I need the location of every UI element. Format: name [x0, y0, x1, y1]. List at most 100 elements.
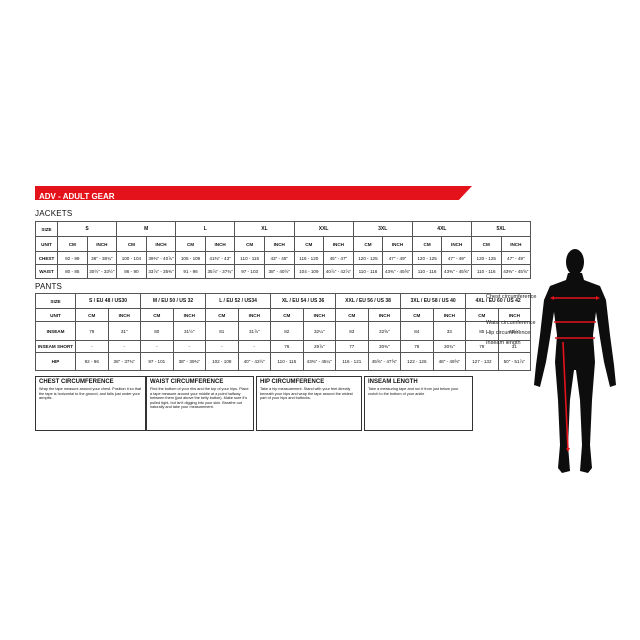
cell: 33½" [497, 321, 532, 341]
size-header: S / EU 48 / US30 [74, 293, 142, 309]
size-header: XL / EU 54 / US 36 [270, 293, 337, 309]
table-row: CHEST 92 - 99 36" - 38¾" 100 - 104 39⅜" - 40… [35, 251, 532, 265]
unit: INCH [204, 236, 236, 252]
size-header: 4XL [411, 221, 472, 237]
cell: 110 - 116 [470, 264, 502, 279]
cell: 86 - 90 [116, 264, 147, 279]
guide-text: Take a measuring tape and run it from ju… [368, 387, 459, 396]
cell: 33 [432, 321, 467, 341]
cell: 104 - 109 [293, 264, 325, 279]
cell: 83 [335, 321, 369, 341]
unit: INCH [441, 236, 472, 252]
cell: 105 - 109 [175, 251, 206, 265]
cell: - [140, 340, 174, 353]
figure-label: Chest circumference [486, 294, 537, 300]
cell: 32⅝" [367, 321, 402, 341]
unit: INCH [237, 308, 272, 322]
guide-text: Take a hip measurement. Stand with your … [260, 387, 353, 401]
size-header: 3XL / EU 58 / US 40 [400, 293, 467, 309]
cell: 47" - 49" [382, 251, 413, 265]
size-header: L [175, 221, 236, 237]
cell: - [107, 340, 142, 353]
unit: INCH [145, 236, 177, 252]
table-row: WAIST 80 - 85 30½" - 33½" 86 - 90 33⅞" - 35⅜… [35, 264, 532, 279]
cell: 127 - 132 [465, 352, 499, 371]
cell: 84 [400, 321, 434, 341]
unit: INCH [86, 236, 118, 252]
cell: 116 - 120 [293, 251, 325, 265]
guide-box: INSEAM LENGTH Take a measuring tape and r… [364, 376, 473, 431]
guide-text: Find the bottom of your ribs and the top… [150, 387, 249, 410]
cell: 92 - 99 [57, 251, 88, 265]
pants-table: SIZE S / EU 48 / US30 M / EU 50 / US 32 L /… [35, 293, 532, 371]
guide-text: Wrap the tape measure around your chest.… [39, 387, 142, 401]
table-row: INSEAM 79 31" 80 31½" 81 31⅞" 82 32¼" 83 32⅝" 84 33 8… [35, 321, 532, 341]
cell: 30⅜" [367, 340, 402, 353]
table-row: SIZE S M L XL XXL 3XL 4XL 5XL [35, 221, 532, 237]
cell: 100 - 104 [116, 251, 147, 265]
cell: 97 - 101 [140, 352, 174, 371]
unit: CM [470, 236, 502, 252]
cell: 78 [400, 340, 434, 353]
size-header: S [56, 221, 118, 237]
row-label: INSEAM [35, 321, 76, 341]
cell: 50" - 51⅞" [497, 352, 532, 371]
cell: 77 [335, 340, 369, 353]
cell: 43⅜" - 45⅝" [500, 264, 532, 279]
unit: INCH [367, 308, 402, 322]
row-label: UNIT [35, 308, 76, 322]
guide-box: CHEST CIRCUMFERENCE Wrap the tape measure… [35, 376, 146, 431]
cell: 110 - 115 [270, 352, 304, 371]
guide-title: HIP CIRCUMFERENCE [260, 379, 325, 385]
size-header: L / EU 52 / US34 [205, 293, 272, 309]
table-row: SIZE S / EU 48 / US30 M / EU 50 / US 32 L /… [35, 293, 532, 309]
cell: 47" - 49" [500, 251, 532, 265]
unit: CM [270, 308, 304, 322]
cell: 36" - 38¾" [86, 251, 118, 265]
cell: 81 [205, 321, 239, 341]
cell: 31½" [172, 321, 207, 341]
row-label: INSEAM SHORT [35, 340, 76, 353]
row-label: HIP [35, 352, 76, 371]
banner: ADV - ADULT GEAR [35, 186, 472, 200]
size-header: M [116, 221, 177, 237]
cell: 102 - 108 [205, 352, 239, 371]
cell: 120 - 125 [411, 251, 443, 265]
size-header: M / EU 50 / US 32 [140, 293, 207, 309]
cell: 79 [75, 321, 109, 341]
unit: CM [400, 308, 434, 322]
cell: 45" - 47" [323, 251, 354, 265]
table-row: INSEAM SHORT - - - - - -76 29⅞" 77 30⅜" 78 30¾" 79 31 [35, 340, 532, 353]
cell: 35⅞" - 37¾" [204, 264, 236, 279]
cell: 43⅜" - 45⅝" [382, 264, 413, 279]
unit: INCH [382, 236, 413, 252]
table-row: UNIT CM INCH CM INCH CM INCH CM INCH CM INCH CM INCH… [35, 236, 532, 252]
unit: CM [352, 236, 384, 252]
cell: 47" - 49" [441, 251, 472, 265]
size-header: XXL / EU 56 / US 38 [335, 293, 402, 309]
cell: 92 - 96 [75, 352, 109, 371]
cell: 38" - 39¾" [172, 352, 207, 371]
cell: 97 - 103 [234, 264, 265, 279]
size-header: 3XL [352, 221, 413, 237]
unit: INCH [107, 308, 142, 322]
guide-box: WAIST CIRCUMFERENCE Find the bottom of yo… [146, 376, 254, 431]
unit: INCH [432, 308, 467, 322]
size-header: 5XL [470, 221, 532, 237]
cell: 43" - 45" [263, 251, 295, 265]
cell: 110 - 115 [234, 251, 265, 265]
table-row: HIP 92 - 96 36" - 37¾" 97 - 101 38" - 39¾" 10… [35, 352, 532, 371]
unit: INCH [172, 308, 207, 322]
cell: 32¼" [302, 321, 337, 341]
guide-title: WAIST CIRCUMFERENCE [150, 379, 224, 385]
unit: CM [234, 236, 265, 252]
jackets-table: SIZE S M L XL XXL 3XL 4XL 5XL UNIT CM INCH CM INCH CM I… [35, 221, 532, 279]
cell: 76 [270, 340, 304, 353]
cell: 30½" - 33½" [86, 264, 118, 279]
row-label: SIZE [35, 293, 76, 309]
cell: 48" - 49⅝" [432, 352, 467, 371]
unit: CM [57, 236, 88, 252]
unit: CM [75, 308, 109, 322]
unit: CM [175, 236, 206, 252]
